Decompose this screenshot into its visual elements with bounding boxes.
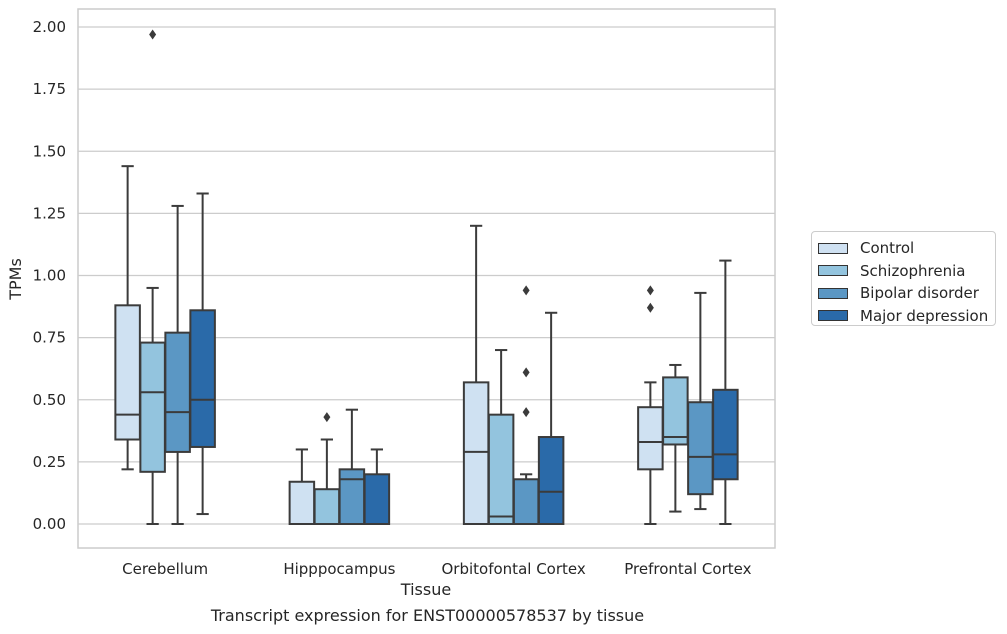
box-bipolar-disorder: [687, 291, 714, 511]
outlier-point: [522, 367, 530, 378]
legend-item: Major depression: [818, 305, 995, 328]
y-tick-label: 1.75: [33, 80, 66, 98]
x-tick-labels: Cerebellum Hipppocampus Orbitofontal Corte…: [122, 560, 751, 578]
box-control: [462, 224, 490, 526]
box-iqr: [363, 473, 391, 525]
box-control: [637, 285, 664, 525]
legend-swatch: [818, 265, 848, 277]
legend: Control Schizophrenia Bipolar disorder Majo…: [811, 231, 996, 326]
x-tick-label: Orbitofontal Cortex: [442, 560, 586, 578]
y-tick-label: 1.00: [33, 267, 66, 285]
box-control: [114, 165, 141, 471]
box-iqr: [537, 436, 565, 525]
x-tick-label: Cerebellum: [122, 560, 208, 578]
legend-item: Schizophrenia: [818, 260, 995, 283]
y-tick-label: 1.50: [33, 142, 66, 160]
box-schizophrenia: [139, 29, 166, 525]
box-iqr: [164, 331, 191, 453]
box-iqr: [114, 304, 141, 441]
box-iqr: [687, 401, 714, 496]
x-tick-label: Prefrontal Cortex: [624, 560, 751, 578]
legend-item: Bipolar disorder: [818, 282, 995, 305]
box-schizophrenia: [662, 363, 689, 513]
box-major-depression: [712, 259, 739, 525]
legend-label: Major depression: [860, 306, 989, 325]
y-tick-label: 0.25: [33, 453, 66, 471]
y-tick-label: 0.00: [33, 515, 66, 533]
box-iqr: [338, 468, 366, 525]
box-major-depression: [189, 192, 216, 516]
box-series-layer: [114, 29, 739, 526]
box-bipolar-disorder: [164, 204, 191, 525]
x-axis-label: Tissue: [400, 580, 451, 599]
box-bipolar-disorder: [512, 285, 540, 525]
chart-caption: Transcript expression for ENST0000057853…: [210, 606, 645, 625]
legend-swatch: [818, 287, 848, 299]
box-iqr: [189, 309, 216, 448]
x-tick-label: Hipppocampus: [283, 560, 395, 578]
outlier-point: [149, 29, 157, 40]
box-control: [288, 448, 316, 526]
outlier-point: [323, 412, 331, 423]
y-axis-label: TPMs: [6, 258, 25, 301]
box-iqr: [712, 388, 739, 481]
box-iqr: [512, 478, 540, 525]
box-iqr: [139, 341, 166, 473]
box-major-depression: [363, 448, 391, 525]
legend-swatch: [818, 242, 848, 254]
outlier-point: [646, 285, 654, 296]
legend-label: Control: [860, 239, 915, 258]
box-iqr: [487, 413, 515, 525]
y-tick-labels: 0.00 0.25 0.50 0.75 1.00 1.25 1.50 1.75 2.00: [33, 18, 66, 533]
legend-label: Schizophrenia: [860, 261, 966, 280]
outlier-point: [522, 285, 530, 296]
plot-frame: [77, 8, 776, 549]
y-tick-label: 2.00: [33, 18, 66, 36]
box-iqr: [462, 381, 490, 526]
box-major-depression: [537, 311, 565, 525]
legend-label: Bipolar disorder: [860, 284, 979, 303]
box-iqr: [313, 488, 341, 525]
box-iqr: [637, 406, 664, 471]
box-bipolar-disorder: [338, 408, 366, 525]
outlier-point: [646, 302, 654, 313]
legend-item: Control: [818, 237, 995, 260]
box-iqr: [288, 480, 316, 526]
box-iqr: [662, 376, 689, 446]
y-tick-label: 1.25: [33, 204, 66, 222]
y-tick-label: 0.75: [33, 329, 66, 347]
box-schizophrenia: [313, 412, 341, 525]
box-schizophrenia: [487, 349, 515, 525]
outlier-point: [522, 407, 530, 418]
legend-swatch: [818, 310, 848, 322]
y-tick-label: 0.50: [33, 391, 66, 409]
